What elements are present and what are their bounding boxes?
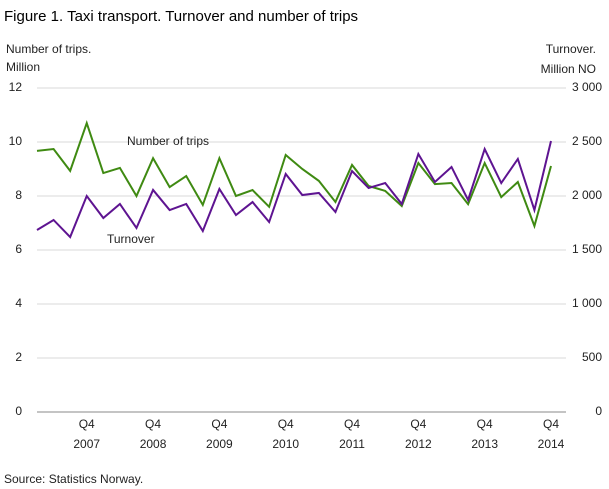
y-axis-label: Million [6, 60, 40, 74]
y2-tick-label: 2 500 [572, 134, 602, 148]
y-tick-label: 2 [15, 350, 22, 364]
y2-tick-label: 3 000 [572, 80, 602, 94]
x-tick-label: Q4 [344, 417, 360, 431]
series-line [36, 119, 552, 230]
y2-tick-label: 2 000 [572, 188, 602, 202]
x-tick-label: Q4 [145, 417, 161, 431]
source: Source: Statistics Norway. [4, 472, 143, 486]
y-tick-label: 10 [9, 134, 23, 148]
x-tick-label: Q4 [410, 417, 426, 431]
x-tick-label: 2014 [538, 437, 565, 451]
y-tick-label: 12 [9, 80, 23, 94]
y2-tick-label: 500 [582, 350, 602, 364]
x-tick-label: 2011 [339, 437, 365, 451]
y-tick-label: 0 [15, 404, 22, 418]
y2-axis-label: Million NO [541, 62, 596, 76]
series-label: Number of trips [127, 134, 209, 148]
x-tick-label: Q4 [543, 417, 559, 431]
y-axis-label: Number of trips. [6, 42, 91, 56]
y-tick-label: 8 [15, 188, 22, 202]
series-line [36, 140, 552, 239]
series-label: Turnover [107, 232, 155, 246]
x-tick-label: 2009 [206, 437, 233, 451]
x-tick-label: Q4 [278, 417, 294, 431]
x-tick-label: 2012 [405, 437, 432, 451]
x-tick-label: Q4 [477, 417, 493, 431]
x-tick-label: 2008 [140, 437, 167, 451]
y2-tick-label: 1 500 [572, 242, 602, 256]
x-tick-label: 2007 [73, 437, 100, 451]
x-tick-label: Q4 [211, 417, 227, 431]
x-tick-label: 2010 [272, 437, 299, 451]
y-tick-label: 4 [15, 296, 22, 310]
y-tick-label: 6 [15, 242, 22, 256]
y2-tick-label: 1 000 [572, 296, 602, 310]
x-tick-label: Q4 [79, 417, 95, 431]
y2-tick-label: 0 [595, 404, 602, 418]
y2-axis-label: Turnover. [546, 42, 596, 56]
chart-title: Figure 1. Taxi transport. Turnover and n… [4, 8, 358, 25]
x-tick-label: 2013 [471, 437, 498, 451]
